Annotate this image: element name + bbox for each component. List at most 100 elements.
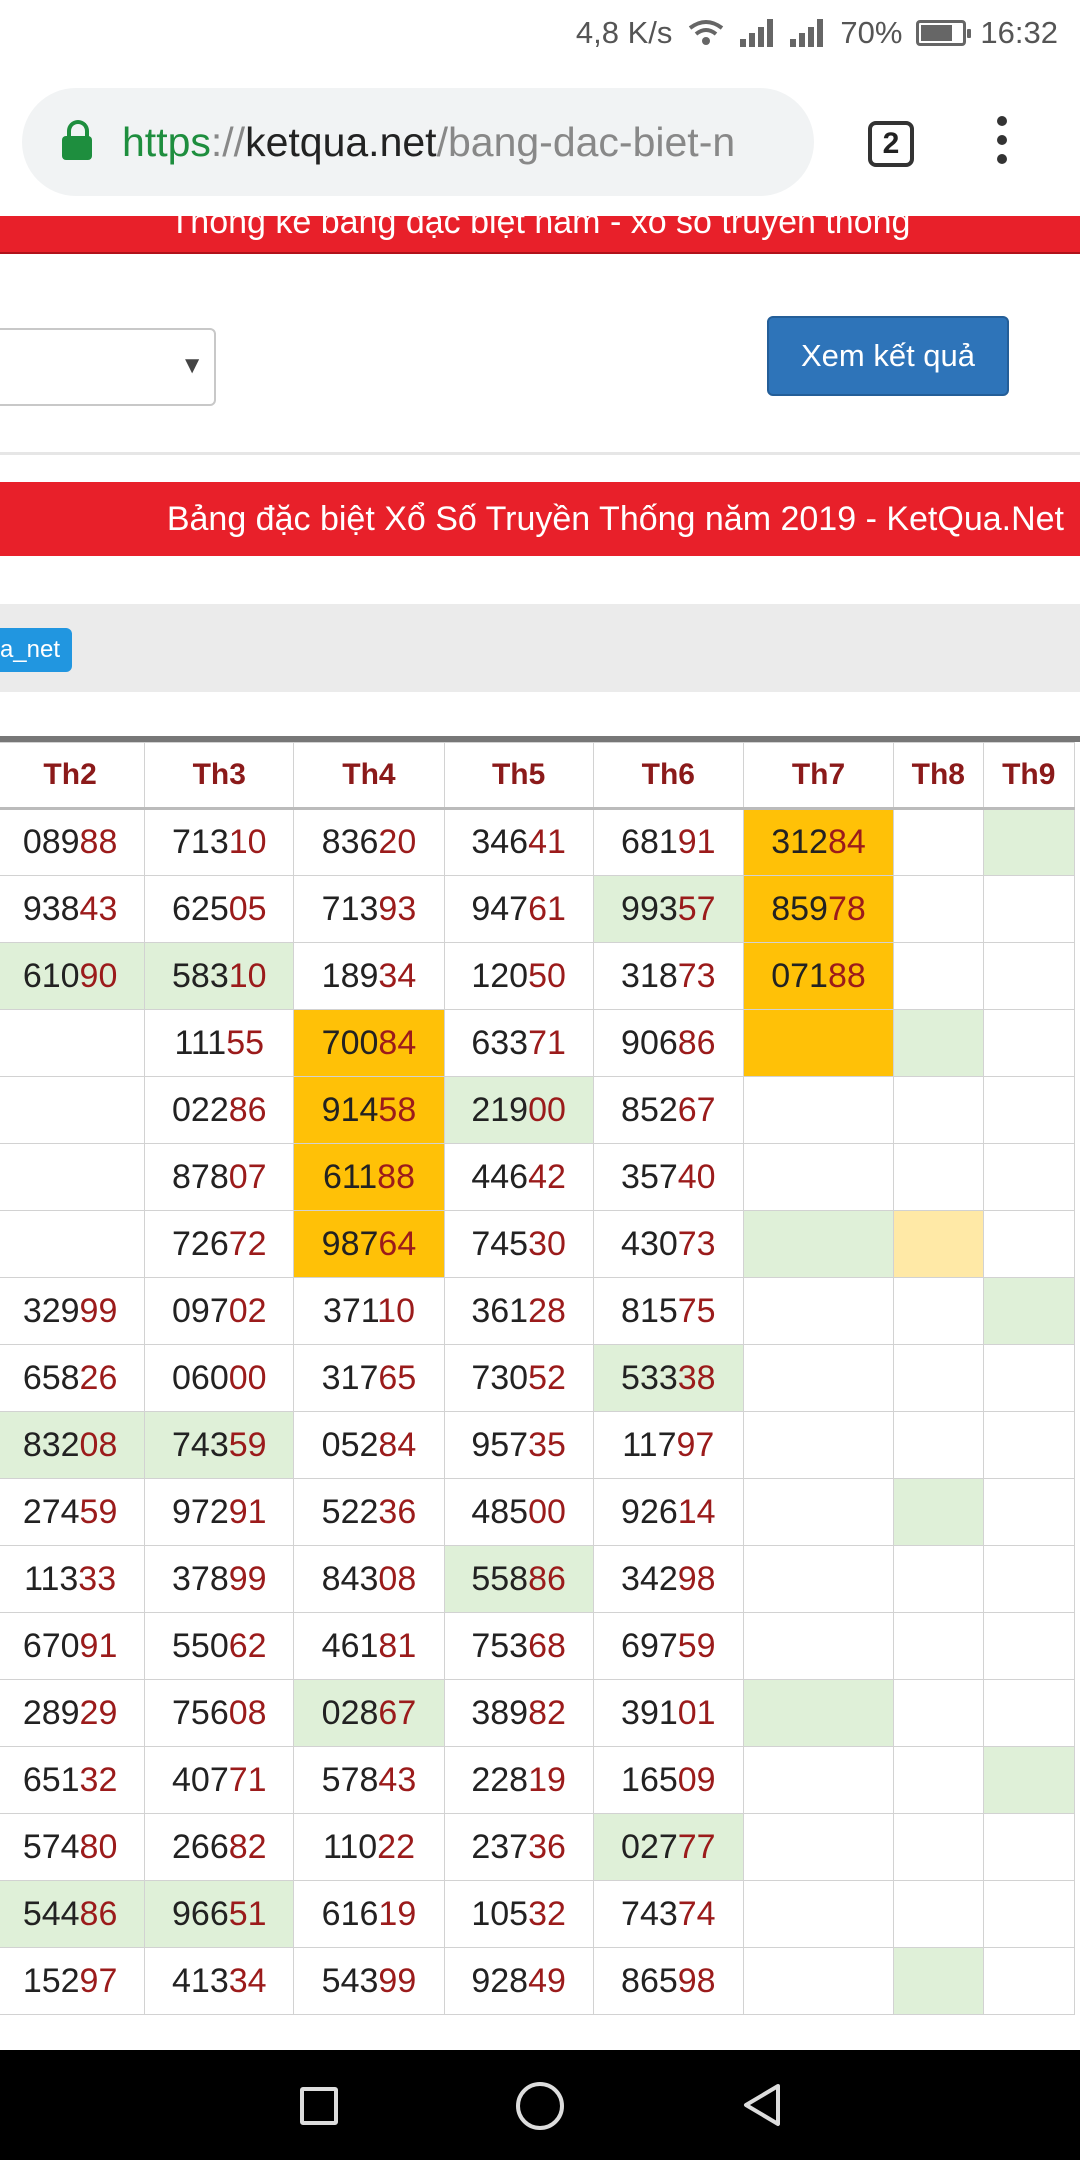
table-cell xyxy=(982,942,1076,1010)
table-cell: 85267 xyxy=(592,1076,744,1144)
number-suffix: 35 xyxy=(528,1425,566,1464)
table-cell xyxy=(742,1545,895,1613)
number-suffix: 97 xyxy=(676,1425,715,1464)
url-separator: :// xyxy=(210,118,246,165)
table-cell xyxy=(982,1344,1076,1412)
table-cell: 83620 xyxy=(293,808,445,876)
address-bar[interactable]: https://ketqua.net/bang-dac-biet-n xyxy=(22,88,814,196)
wifi-icon xyxy=(689,20,724,45)
table-cell: 39101 xyxy=(592,1679,744,1747)
number-suffix: 19 xyxy=(528,1760,566,1799)
view-results-button[interactable]: Xem kết quả xyxy=(767,316,1009,396)
table-cell: 87807 xyxy=(144,1143,295,1211)
number-suffix: 99 xyxy=(228,1559,267,1598)
url-text[interactable]: https://ketqua.net/bang-dac-biet-n xyxy=(122,119,735,166)
more-vert-icon[interactable] xyxy=(990,116,1014,172)
table-cell xyxy=(982,1277,1076,1345)
table-cell: 74530 xyxy=(443,1210,594,1278)
number-prefix: 113 xyxy=(24,1559,79,1598)
number-prefix: 117 xyxy=(622,1425,677,1464)
number-suffix: 88 xyxy=(79,823,118,861)
table-cell xyxy=(893,1277,984,1345)
table-cell: 55062 xyxy=(144,1612,295,1680)
number-prefix: 658 xyxy=(22,1358,80,1397)
home-circle-icon[interactable] xyxy=(516,2082,564,2130)
table-cell: 65826 xyxy=(0,1344,146,1412)
number-suffix: 43 xyxy=(378,1760,417,1799)
number-prefix: 289 xyxy=(22,1693,80,1732)
status-bar: 4,8 K/s 70% 16:32 xyxy=(0,0,1080,66)
number-prefix: 583 xyxy=(172,956,229,995)
number-suffix: 58 xyxy=(378,1090,417,1129)
number-prefix: 430 xyxy=(621,1224,678,1263)
number-suffix: 50 xyxy=(528,956,566,995)
tab-switcher-button[interactable]: 2 xyxy=(868,121,914,167)
number-prefix: 533 xyxy=(621,1358,678,1397)
table-cell: 73052 xyxy=(443,1344,594,1412)
table-cell: 05284 xyxy=(293,1411,445,1479)
number-prefix: 052 xyxy=(321,1425,379,1464)
table-cell xyxy=(982,1880,1076,1948)
year-select[interactable]: ▼ xyxy=(0,328,216,406)
table-cell: 44642 xyxy=(443,1143,594,1211)
table-cell xyxy=(742,1344,895,1412)
back-triangle-icon[interactable] xyxy=(738,2080,788,2130)
network-speed: 4,8 K/s xyxy=(575,15,673,50)
number-prefix: 852 xyxy=(621,1090,678,1129)
table-row: 57480 26682 11022 23736 02777 xyxy=(0,1813,1076,1881)
number-suffix: 40 xyxy=(677,1157,716,1196)
table-cell xyxy=(893,808,984,876)
table-cell: 61619 xyxy=(293,1880,445,1948)
number-suffix: 86 xyxy=(79,1894,118,1933)
number-prefix: 743 xyxy=(621,1894,678,1933)
number-prefix: 616 xyxy=(321,1894,379,1933)
number-suffix: 41 xyxy=(528,823,566,861)
number-prefix: 544 xyxy=(22,1894,80,1933)
number-suffix: 93 xyxy=(378,889,417,928)
table-row: 27459 97291 52236 48500 92614 xyxy=(0,1478,1076,1546)
table-cell xyxy=(982,1813,1076,1881)
table-cell: 26682 xyxy=(144,1813,295,1881)
number-prefix: 237 xyxy=(471,1827,529,1866)
table-cell: 10532 xyxy=(443,1880,594,1948)
table-cell: 62505 xyxy=(144,875,295,943)
table-cell: 83208 xyxy=(0,1411,146,1479)
recents-square-icon[interactable] xyxy=(300,2087,338,2125)
number-prefix: 859 xyxy=(771,889,828,928)
number-suffix: 52 xyxy=(528,1358,566,1397)
number-suffix: 05 xyxy=(228,889,267,928)
tag-label[interactable]: a_net xyxy=(0,628,72,672)
number-prefix: 152 xyxy=(22,1961,80,2000)
number-prefix: 378 xyxy=(172,1559,229,1598)
table-cell: 21900 xyxy=(443,1076,594,1144)
number-prefix: 274 xyxy=(22,1492,80,1531)
number-suffix: 90 xyxy=(79,956,118,995)
number-suffix: 71 xyxy=(228,1760,267,1799)
table-cell xyxy=(982,1411,1076,1479)
web-page: Thống kê bảng đặc biệt năm - xổ số truyề… xyxy=(0,216,1080,2050)
number-suffix: 59 xyxy=(677,1626,716,1665)
table-cell: 37899 xyxy=(144,1545,295,1613)
number-suffix: 19 xyxy=(378,1894,417,1933)
number-prefix: 266 xyxy=(172,1827,229,1866)
table-cell: 74374 xyxy=(592,1880,744,1948)
table-body: 08988 71310 83620 34641 68191 31284 93843 62505… xyxy=(0,808,1076,2015)
battery-percent: 70% xyxy=(840,15,903,50)
number-suffix: 29 xyxy=(79,1693,118,1732)
table-cell: 54399 xyxy=(293,1947,445,2015)
number-prefix: 312 xyxy=(771,823,828,861)
number-prefix: 120 xyxy=(471,956,529,995)
number-suffix: 55 xyxy=(226,1023,265,1062)
divider xyxy=(0,452,1080,455)
number-suffix: 77 xyxy=(677,1827,716,1866)
column-header: Th7 xyxy=(742,742,895,810)
number-suffix: 67 xyxy=(378,1693,417,1732)
number-suffix: 64 xyxy=(378,1224,417,1263)
number-suffix: 09 xyxy=(677,1760,716,1799)
number-prefix: 028 xyxy=(321,1693,379,1732)
number-prefix: 574 xyxy=(22,1827,80,1866)
table-cell xyxy=(893,1478,984,1546)
number-prefix: 485 xyxy=(471,1492,529,1531)
table-cell: 96651 xyxy=(144,1880,295,1948)
table-cell: 97291 xyxy=(144,1478,295,1546)
